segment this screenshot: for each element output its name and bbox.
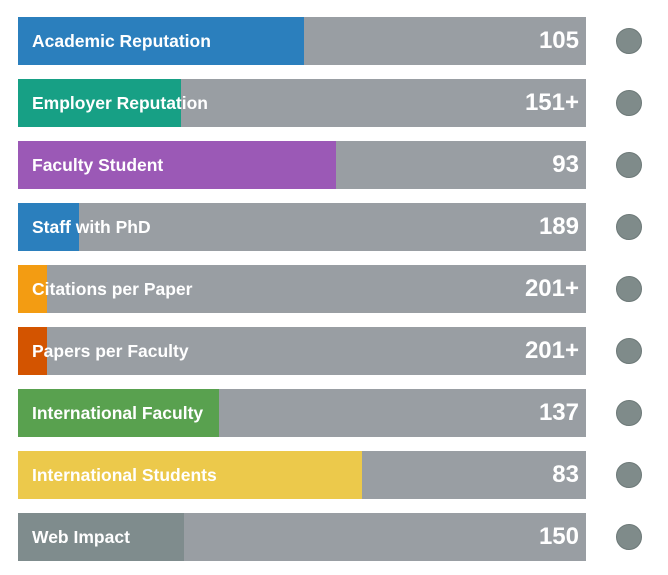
metric-rank-value: 93 — [552, 151, 579, 178]
info-dot-icon[interactable] — [616, 214, 642, 240]
metric-label: Employer Reputation — [32, 93, 208, 113]
metric-bar-track: Citations per Paper 201+ — [18, 265, 586, 313]
info-dot-icon[interactable] — [616, 28, 642, 54]
metric-label: Papers per Faculty — [32, 341, 189, 361]
metric-row-international-faculty: International Faculty 137 — [18, 389, 668, 437]
metric-bar-track: Papers per Faculty 201+ — [18, 327, 586, 375]
info-dot-icon[interactable] — [616, 400, 642, 426]
metric-rank-value: 151+ — [524, 89, 579, 116]
metric-bar-fill — [18, 17, 304, 65]
metric-bar-fill — [18, 451, 363, 499]
metric-row-papers-per-faculty: Papers per Faculty 201+ — [18, 327, 668, 375]
metric-bar-fill — [18, 513, 184, 561]
metric-bar-track: Faculty Student 93 — [18, 141, 586, 189]
info-dot-icon[interactable] — [616, 90, 642, 116]
metric-row-international-students: International Students 83 — [18, 451, 668, 499]
metric-rank-value: 83 — [552, 461, 579, 488]
info-dot-icon[interactable] — [616, 338, 642, 364]
metric-bar-fill — [18, 327, 47, 375]
metric-bar-track: Web Impact 150 — [18, 513, 586, 561]
metric-label: Staff with PhD — [32, 217, 151, 237]
metric-bar-track: International Faculty 137 — [18, 389, 586, 437]
metric-row-staff-with-phd: Staff with PhD 189 — [18, 203, 668, 251]
metric-label: Citations per Paper — [32, 279, 193, 299]
info-dot-icon[interactable] — [616, 524, 642, 550]
metric-label: International Students — [32, 465, 217, 485]
metric-bar-fill — [18, 389, 220, 437]
metric-row-academic-reputation: Academic Reputation 105 — [18, 17, 668, 65]
metric-row-faculty-student: Faculty Student 93 — [18, 141, 668, 189]
metric-bar-fill — [18, 141, 337, 189]
metric-bar-fill — [18, 203, 79, 251]
metric-row-citations-per-paper: Citations per Paper 201+ — [18, 265, 668, 313]
metrics-list: Academic Reputation 105 Employer Reputat… — [18, 17, 668, 575]
info-dot-icon[interactable] — [616, 462, 642, 488]
metric-rank-value: 137 — [538, 399, 579, 426]
metric-rank-value: 150 — [538, 523, 579, 550]
metric-bar-fill — [18, 79, 182, 127]
metric-row-web-impact: Web Impact 150 — [18, 513, 668, 561]
metric-bar-track: Academic Reputation 105 — [18, 17, 586, 65]
metric-rank-value: 189 — [538, 213, 579, 240]
metric-rank-value: 105 — [538, 27, 579, 54]
metric-label: Faculty Student — [32, 155, 164, 175]
metric-row-employer-reputation: Employer Reputation 151+ — [18, 79, 668, 127]
metric-label: Web Impact — [32, 527, 130, 547]
metric-rank-value: 201+ — [524, 337, 579, 364]
metric-bar-track: Staff with PhD 189 — [18, 203, 586, 251]
info-dot-icon[interactable] — [616, 152, 642, 178]
info-dot-icon[interactable] — [616, 276, 642, 302]
metric-bar-track: International Students 83 — [18, 451, 586, 499]
metric-bar-fill — [18, 265, 47, 313]
metric-rank-value: 201+ — [524, 275, 579, 302]
metric-label: International Faculty — [32, 403, 204, 423]
metric-label: Academic Reputation — [32, 31, 211, 51]
metric-bar-track: Employer Reputation 151+ — [18, 79, 586, 127]
